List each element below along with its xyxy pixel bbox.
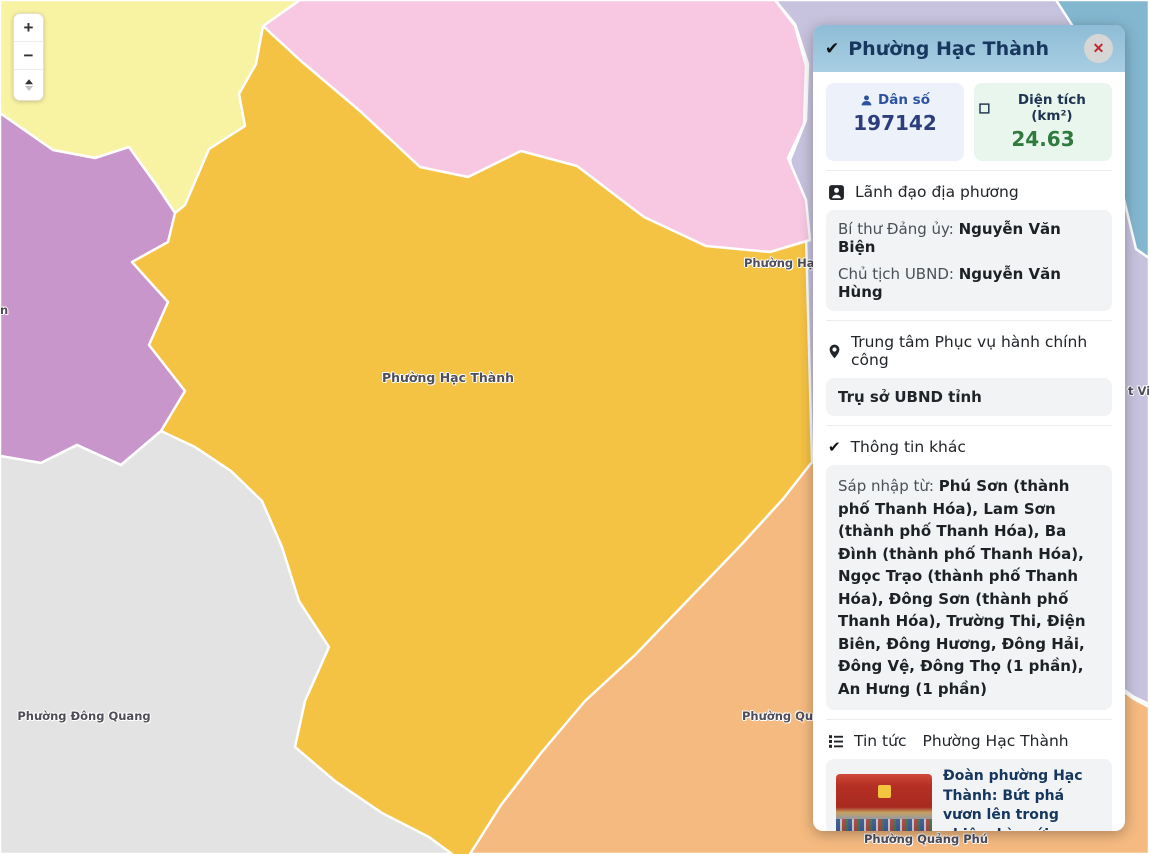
map-label-hac-thanh: Phường Hạc Thành	[381, 370, 515, 385]
zoom-out-button[interactable]: −	[14, 42, 43, 70]
stats-row: Dân số 197142 Diện tích (km²) 24.63	[826, 83, 1112, 161]
map-label-left-partial: n	[0, 303, 9, 317]
news-subtitle: Phường Hạc Thành	[922, 732, 1069, 750]
admin-center-box: Trụ sở UBND tỉnh	[826, 378, 1112, 416]
map-zoom-control: + −	[13, 13, 44, 101]
check-icon: ✔	[828, 438, 841, 456]
area-card: Diện tích (km²) 24.63	[974, 83, 1112, 161]
secretary-name: Nguyễn Văn Biện	[838, 220, 1061, 256]
map-label-quang-phu: Phường Quảng Phú	[863, 832, 989, 846]
ward-info-panel: ✔ Phường Hạc Thành ✕ Dân số 197142	[813, 25, 1125, 831]
area-value: 24.63	[1011, 127, 1075, 151]
check-icon: ✔	[825, 38, 840, 59]
zoom-in-button[interactable]: +	[14, 14, 43, 42]
news-item-1[interactable]: Đoàn phường Hạc Thành: Bứt phá vươn lên …	[826, 759, 1112, 831]
population-label: Dân số	[878, 92, 930, 108]
section-admin-center: Trung tâm Phục vụ hành chính công	[826, 320, 1112, 378]
id-card-icon	[829, 184, 844, 200]
chairman-name: Nguyễn Văn Hùng	[838, 265, 1061, 301]
chairman-line: Chủ tịch UBND: Nguyễn Văn Hùng	[838, 265, 1061, 301]
region-pink[interactable]	[261, 0, 812, 254]
person-icon	[861, 94, 872, 105]
merged-from-value: Phú Sơn (thành phố Thanh Hóa), Lam Sơn (…	[838, 477, 1086, 698]
news-item-title: Đoàn phường Hạc Thành: Bứt phá vươn lên …	[943, 768, 1083, 831]
population-value: 197142	[853, 111, 937, 135]
merged-from-label: Sáp nhập từ:	[838, 477, 939, 495]
pitch-arrows-icon	[24, 79, 33, 91]
pitch-toggle-button[interactable]	[14, 70, 43, 100]
panel-title: Phường Hạc Thành	[848, 37, 1049, 60]
section-admin-center-title: Trung tâm Phục vụ hành chính công	[851, 333, 1088, 369]
population-card: Dân số 197142	[826, 83, 964, 161]
secretary-line: Bí thư Đảng ủy: Nguyễn Văn Biện	[838, 220, 1061, 256]
merged-from-box: Sáp nhập từ: Phú Sơn (thành phố Thanh Hó…	[826, 465, 1112, 710]
panel-header: ✔ Phường Hạc Thành ✕	[813, 25, 1125, 72]
region-gray[interactable]	[0, 429, 454, 854]
news-title: Tin tức	[854, 732, 907, 750]
section-news: Tin tức Phường Hạc Thành	[826, 719, 1112, 759]
panel-body: Dân số 197142 Diện tích (km²) 24.63	[813, 72, 1125, 831]
section-leaders-title: Lãnh đạo địa phương	[855, 183, 1019, 201]
section-leaders: Lãnh đạo địa phương	[826, 170, 1112, 210]
list-icon	[829, 735, 843, 748]
area-label: Diện tích (km²)	[1017, 92, 1086, 124]
map-pin-icon	[829, 344, 840, 358]
map-label-right-partial: t Vi	[1128, 384, 1149, 398]
news-thumbnail-1	[836, 774, 932, 831]
leaders-box: Bí thư Đảng ủy: Nguyễn Văn Biện Chủ tịch…	[826, 210, 1112, 311]
section-other-info: ✔ Thông tin khác	[826, 425, 1112, 465]
section-other-info-title: Thông tin khác	[850, 438, 966, 456]
square-outline-icon	[979, 102, 990, 114]
admin-center-value: Trụ sở UBND tỉnh	[838, 388, 982, 406]
close-button[interactable]: ✕	[1084, 34, 1113, 63]
map-label-dong-quang: Phường Đông Quang	[17, 709, 151, 723]
